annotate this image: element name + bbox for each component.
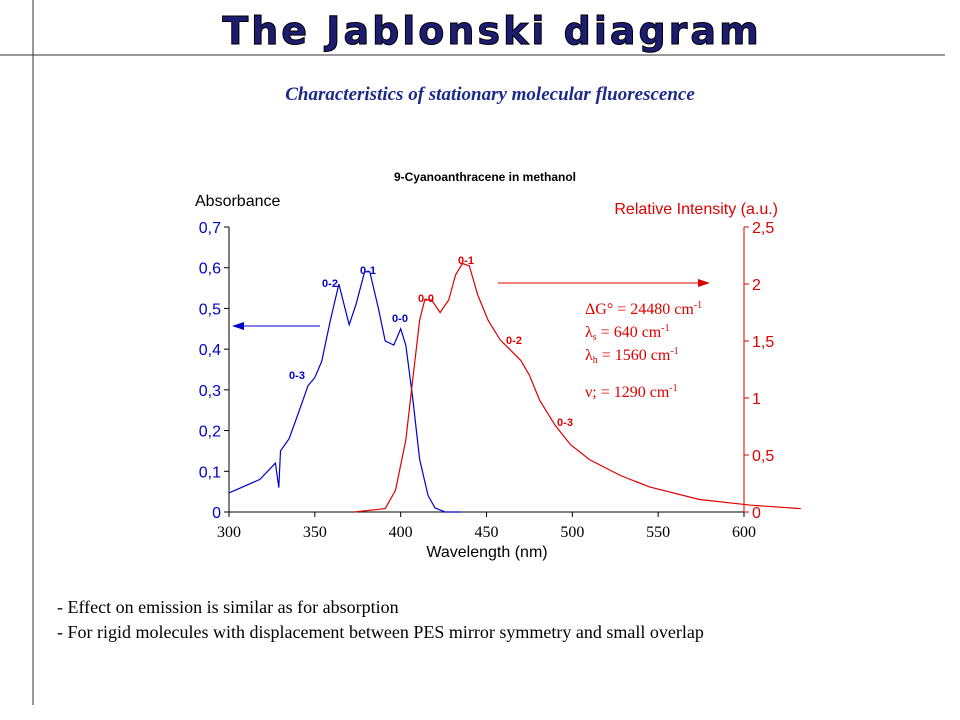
y-tick-label: 0,6 — [199, 261, 221, 278]
subscript: h — [593, 355, 598, 366]
series-line — [354, 262, 801, 513]
peak-label: 0-2 — [506, 335, 522, 347]
peak-label: 0-3 — [289, 370, 305, 382]
x-tick-label: 350 — [303, 524, 327, 541]
peak-label: 0-0 — [418, 293, 434, 305]
y2-axis-label: Relative Intensity (a.u.) — [614, 201, 778, 218]
symbol: λ — [585, 324, 593, 341]
y-tick-label: 0,7 — [199, 220, 221, 237]
slide-title: The Jablonski diagram — [222, 9, 761, 53]
arrowhead — [698, 279, 710, 287]
superscript: -1 — [694, 300, 702, 311]
y2-tick-label: 1,5 — [752, 334, 774, 351]
y2-tick-label: 2,5 — [752, 220, 774, 237]
y-tick-label: 0,2 — [199, 424, 221, 441]
series-line — [228, 271, 461, 513]
superscript: -1 — [669, 383, 677, 394]
y2-tick-label: 0,5 — [752, 448, 774, 465]
y-tick-label: 0,3 — [199, 383, 221, 400]
parameter: λs = 640 cm-1 — [585, 323, 670, 343]
peak-label: 0-1 — [360, 265, 376, 277]
y-tick-label: 0,1 — [199, 464, 221, 481]
y-axis-label: Absorbance — [195, 193, 280, 210]
x-axis-label: Wavelength (nm) — [426, 544, 547, 561]
y-tick-label: 0,4 — [199, 342, 221, 359]
y2-tick-label: 2 — [752, 277, 761, 294]
value: = 1290 cm — [597, 384, 670, 401]
symbol: λ — [585, 347, 593, 364]
symbol: ν; — [585, 384, 597, 401]
peak-label: 0-1 — [458, 255, 474, 267]
x-tick-label: 450 — [475, 524, 499, 541]
chart-title: 9-Cyanoanthracene in methanol — [394, 170, 576, 184]
arrowhead — [232, 322, 244, 330]
bullet: - For rigid molecules with displacement … — [57, 622, 704, 642]
parameter: ΔG° = 24480 cm-1 — [585, 300, 702, 318]
value: = 24480 cm — [613, 301, 694, 318]
value: = 1560 cm — [598, 347, 671, 364]
subtitle: Characteristics of stationary molecular … — [285, 84, 695, 105]
value: = 640 cm — [597, 324, 662, 341]
y-tick-label: 0 — [212, 505, 221, 522]
parameter: λh = 1560 cm-1 — [585, 346, 679, 366]
x-tick-label: 500 — [560, 524, 584, 541]
subscript: s — [593, 332, 597, 343]
peak-label: 0-2 — [322, 278, 338, 290]
x-tick-label: 300 — [217, 524, 241, 541]
peak-label: 0-0 — [392, 313, 408, 325]
parameter: ν; = 1290 cm-1 — [585, 383, 678, 401]
bullet: - Effect on emission is similar as for a… — [57, 597, 399, 617]
y2-tick-label: 0 — [752, 505, 761, 522]
superscript: -1 — [661, 323, 669, 334]
y2-tick-label: 1 — [752, 391, 761, 408]
x-tick-label: 400 — [389, 524, 413, 541]
symbol: ΔG° — [585, 301, 613, 318]
peak-label: 0-3 — [557, 417, 573, 429]
superscript: -1 — [670, 346, 678, 357]
x-tick-label: 600 — [732, 524, 756, 541]
y-tick-label: 0,5 — [199, 301, 221, 318]
x-tick-label: 550 — [646, 524, 670, 541]
